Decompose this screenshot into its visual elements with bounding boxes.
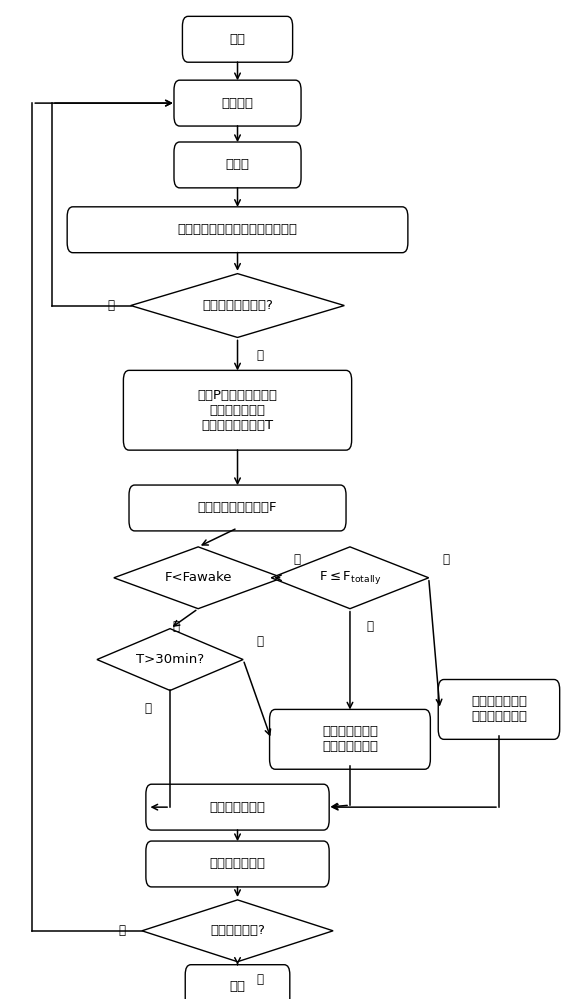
Text: 一次检测过程结束?: 一次检测过程结束? (202, 299, 273, 312)
Text: 否: 否 (293, 553, 300, 566)
Text: 开始: 开始 (229, 33, 246, 46)
FancyBboxPatch shape (146, 841, 329, 887)
Text: 帧图像: 帧图像 (225, 158, 250, 171)
Text: 是: 是 (257, 973, 263, 986)
Text: F$\leq$F$_{\rm totally}$: F$\leq$F$_{\rm totally}$ (319, 569, 381, 586)
Text: 否: 否 (118, 924, 125, 937)
Polygon shape (271, 547, 429, 609)
FancyBboxPatch shape (185, 965, 290, 1000)
Text: 是: 是 (257, 635, 263, 648)
Text: 否: 否 (107, 299, 114, 312)
Text: 判定为昏迷状态: 判定为昏迷状态 (210, 801, 266, 814)
FancyBboxPatch shape (270, 709, 431, 769)
Text: 初始化统计参数: 初始化统计参数 (210, 857, 266, 870)
Polygon shape (142, 900, 333, 962)
Polygon shape (97, 629, 243, 690)
Text: 是: 是 (172, 620, 179, 633)
Text: 是: 是 (366, 620, 373, 633)
FancyBboxPatch shape (174, 142, 301, 188)
Polygon shape (114, 547, 282, 609)
Text: 否: 否 (442, 553, 449, 566)
Text: 图像采集结束?: 图像采集结束? (210, 924, 265, 937)
Text: 是: 是 (257, 349, 263, 362)
Text: 判定人眼睁闭状态、嘴巴开合状态: 判定人眼睁闭状态、嘴巴开合状态 (177, 223, 298, 236)
Text: 判定为可能苏醒
状态并发出预警: 判定为可能苏醒 状态并发出预警 (322, 725, 378, 753)
FancyBboxPatch shape (129, 485, 346, 531)
Text: 判定为完全苏醒
状态并产生警告: 判定为完全苏醒 状态并产生警告 (471, 695, 527, 723)
Text: T>30min?: T>30min? (136, 653, 204, 666)
FancyBboxPatch shape (182, 16, 293, 62)
FancyBboxPatch shape (146, 784, 329, 830)
FancyBboxPatch shape (123, 370, 351, 450)
Polygon shape (131, 274, 344, 337)
Text: 视频采集: 视频采集 (221, 97, 254, 110)
Text: 结束: 结束 (229, 980, 246, 993)
FancyBboxPatch shape (174, 80, 301, 126)
Text: F<Fawake: F<Fawake (164, 571, 232, 584)
Text: 否: 否 (144, 702, 151, 715)
FancyBboxPatch shape (438, 680, 560, 739)
Text: 计算苏醒程度评价值F: 计算苏醒程度评价值F (198, 501, 277, 514)
Text: 统计P值、眨眼次数、
嘴巴开合次数、
最长持续闭眼时间T: 统计P值、眨眼次数、 嘴巴开合次数、 最长持续闭眼时间T (198, 389, 277, 432)
FancyBboxPatch shape (67, 207, 408, 253)
